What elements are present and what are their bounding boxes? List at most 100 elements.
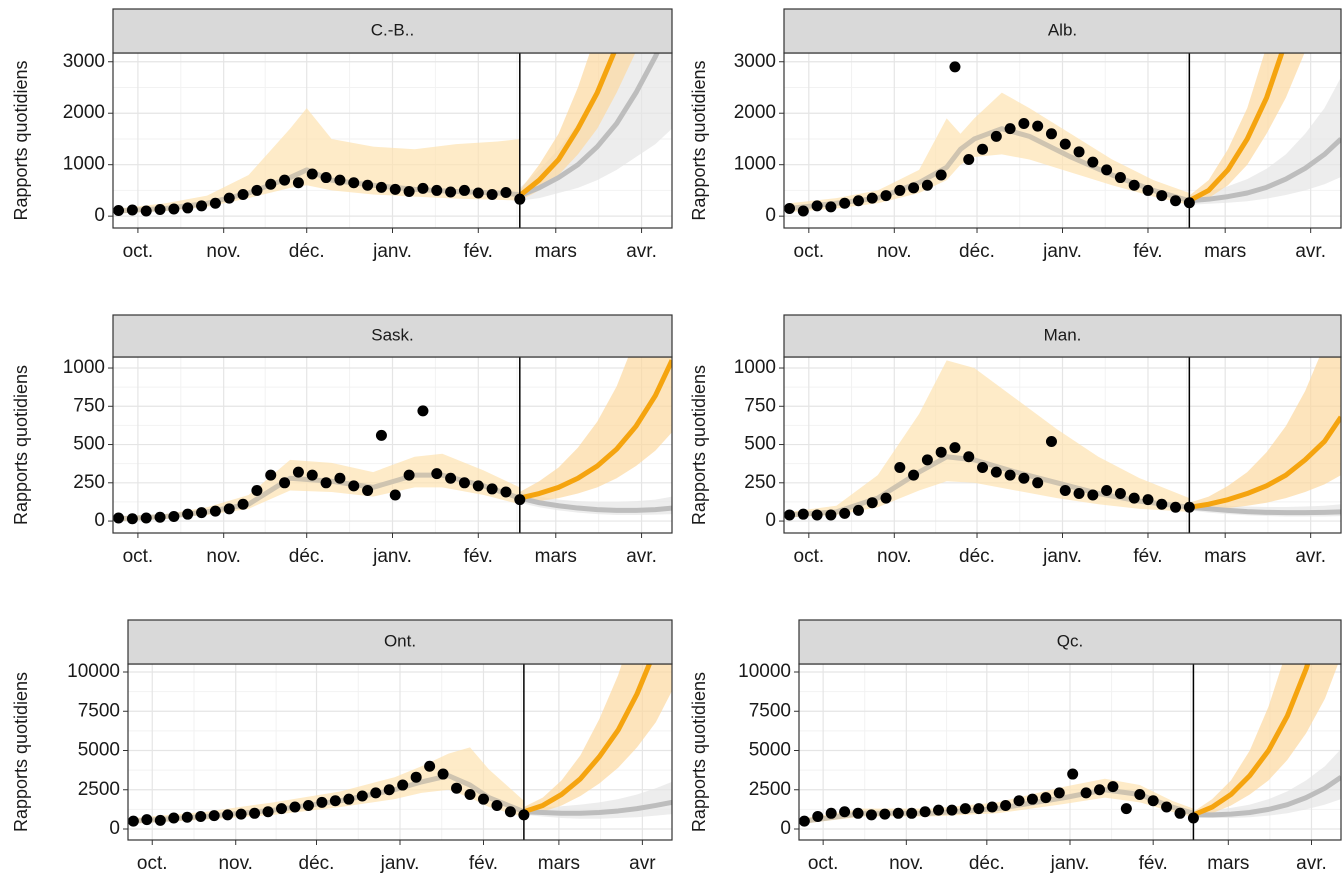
data-point (1147, 795, 1159, 807)
data-point (343, 793, 355, 805)
y-tick-label: 2000 (734, 102, 776, 123)
data-point (799, 815, 810, 827)
data-point (1107, 781, 1119, 793)
data-point (486, 189, 498, 201)
strip-title: C.-B.. (371, 20, 414, 39)
line (789, 126, 1191, 211)
x-tick-label: avr. (1295, 241, 1326, 262)
data-point (316, 796, 328, 808)
data-point (486, 483, 498, 495)
data-point (919, 806, 931, 818)
data-point (812, 810, 824, 822)
x-tick-label: nov. (206, 546, 241, 567)
data-point (154, 511, 166, 523)
data-point (825, 201, 837, 213)
data-point (977, 461, 989, 473)
ribbon (1189, 53, 1305, 205)
data-point (879, 808, 891, 820)
data-point (437, 768, 449, 780)
data-point (140, 205, 152, 217)
y-tick-label: 0 (780, 818, 791, 839)
data-point (1142, 494, 1154, 506)
y-tick-label: 10000 (738, 661, 791, 682)
data-point (329, 795, 341, 807)
y-tick-label: 0 (765, 510, 776, 531)
line (518, 53, 617, 198)
panel: oct. nov. déc. janv. fév. mars avr. 0 1000 2000 30… (689, 8, 1342, 262)
x-tick-label: nov. (889, 853, 924, 874)
data-point (356, 790, 368, 802)
ribbon (1193, 664, 1339, 818)
y-axis-label: Rapports quotidiens (689, 365, 709, 525)
y-tick-label: 1000 (63, 357, 105, 378)
x-tick-label: oct. (808, 853, 839, 874)
strip (783, 8, 1342, 54)
strip-title: Ont. (384, 631, 416, 650)
x-tick-label: janv. (1042, 546, 1082, 567)
data-point (265, 178, 277, 190)
data-point (375, 181, 387, 193)
data-point (1067, 768, 1079, 780)
data-point (1087, 489, 1099, 501)
data-point (1004, 123, 1016, 135)
data-point (251, 184, 263, 196)
data-point (168, 812, 180, 824)
data-point (289, 801, 301, 813)
plot-area (799, 664, 1341, 827)
data-point (797, 205, 809, 217)
data-point (141, 814, 153, 826)
y-axis-label: Rapports quotidiens (11, 672, 31, 832)
x-tick-label: mars (535, 546, 577, 567)
x-tick-label: janv. (372, 241, 412, 262)
data-point (237, 498, 249, 510)
y-tick-label: 7500 (749, 700, 791, 721)
data-point (1170, 501, 1182, 513)
y-tick-label: 1000 (734, 357, 776, 378)
data-point (209, 197, 221, 209)
data-point (852, 195, 864, 207)
y-tick-label: 500 (744, 434, 776, 455)
panel: oct. nov. déc. janv. fév. mars avr 0 2500 5000 750… (11, 619, 673, 874)
plot-area (128, 664, 672, 827)
line (1193, 775, 1341, 818)
line (518, 53, 660, 198)
x-tick-label: mars (1207, 853, 1249, 874)
strip-title: Man. (1044, 325, 1082, 344)
panel: oct. nov. déc. janv. fév. mars avr. 0 250 500 750 1… (11, 314, 673, 567)
x-tick-label: fév. (464, 546, 493, 567)
x-tick-label: mars (535, 241, 577, 262)
x-tick-label: mars (538, 853, 580, 874)
data-point (168, 510, 180, 522)
data-point (1045, 128, 1057, 140)
ribbon (118, 453, 520, 520)
data-point (154, 814, 166, 826)
data-point (279, 477, 291, 489)
data-point (334, 174, 346, 186)
data-point (797, 508, 809, 520)
y-tick-label: 0 (109, 818, 120, 839)
data-point (880, 492, 892, 504)
data-point (990, 466, 1002, 478)
data-point (276, 803, 288, 815)
ribbon (789, 92, 1190, 213)
x-tick-label: oct. (794, 241, 825, 262)
data-point (431, 184, 443, 196)
data-point (458, 477, 470, 489)
x-tick-label: janv. (1050, 853, 1090, 874)
x-tick-label: nov. (877, 241, 912, 262)
data-point (491, 799, 503, 811)
line (519, 495, 672, 513)
strip (112, 8, 673, 54)
data-point (866, 497, 878, 509)
data-point (126, 204, 138, 216)
y-tick-label: 5000 (78, 740, 120, 761)
data-point (949, 61, 961, 73)
line (789, 454, 1190, 518)
y-axis-label: Rapports quotidiens (689, 672, 709, 832)
x-tick-label: avr (629, 853, 656, 874)
data-point (1101, 484, 1113, 496)
x-tick-label: fév. (464, 241, 493, 262)
x-tick-label: janv. (1042, 241, 1082, 262)
data-point (963, 451, 975, 463)
data-point (500, 186, 512, 198)
